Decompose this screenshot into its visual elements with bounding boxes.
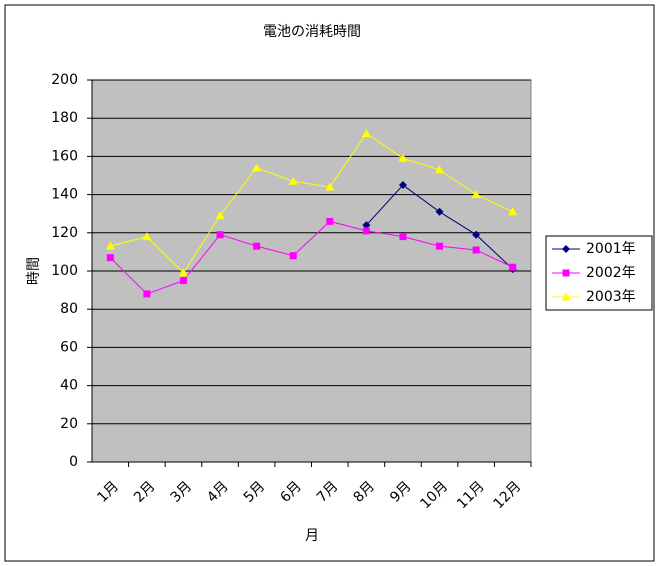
marker bbox=[509, 263, 517, 271]
marker bbox=[253, 242, 261, 250]
marker bbox=[252, 163, 262, 172]
marker bbox=[179, 277, 187, 285]
marker bbox=[398, 153, 408, 162]
legend-label: 2001年 bbox=[586, 241, 636, 257]
marker bbox=[471, 190, 481, 199]
y-tick-label: 20 bbox=[60, 416, 78, 432]
marker bbox=[399, 233, 407, 241]
marker bbox=[436, 242, 444, 250]
marker bbox=[508, 207, 518, 216]
marker bbox=[435, 207, 444, 216]
marker bbox=[105, 241, 115, 250]
marker bbox=[361, 128, 371, 137]
marker bbox=[362, 227, 370, 235]
marker bbox=[106, 254, 114, 262]
marker bbox=[472, 230, 481, 239]
legend-label: 2003年 bbox=[586, 289, 636, 305]
y-tick-label: 120 bbox=[51, 225, 78, 241]
marker bbox=[289, 252, 297, 260]
legend-label: 2002年 bbox=[586, 265, 636, 281]
y-axis-title: 時間 bbox=[26, 257, 42, 285]
marker bbox=[362, 221, 371, 230]
y-tick-label: 100 bbox=[51, 263, 78, 279]
marker bbox=[325, 182, 335, 191]
chart-title: 電池の消耗時間 bbox=[263, 24, 361, 40]
marker bbox=[143, 290, 151, 298]
y-tick-label: 40 bbox=[60, 378, 78, 394]
marker bbox=[288, 176, 298, 185]
marker bbox=[562, 269, 570, 277]
marker bbox=[398, 181, 407, 190]
marker bbox=[326, 217, 334, 225]
marker bbox=[215, 211, 225, 220]
y-tick-label: 200 bbox=[51, 72, 78, 88]
y-tick-label: 80 bbox=[60, 301, 78, 317]
y-tick-label: 0 bbox=[69, 454, 78, 470]
y-tick-label: 180 bbox=[51, 110, 78, 126]
marker bbox=[561, 292, 571, 301]
x-axis-title: 月 bbox=[305, 528, 319, 544]
marker bbox=[435, 165, 445, 174]
y-tick-label: 160 bbox=[51, 148, 78, 164]
series-line bbox=[110, 132, 513, 274]
marker bbox=[562, 245, 570, 253]
marker bbox=[472, 246, 480, 254]
series-line bbox=[109, 220, 513, 295]
marker bbox=[142, 232, 152, 241]
y-tick-label: 140 bbox=[51, 187, 78, 203]
y-tick-label: 60 bbox=[60, 339, 78, 355]
marker bbox=[178, 268, 188, 277]
marker bbox=[216, 231, 224, 239]
